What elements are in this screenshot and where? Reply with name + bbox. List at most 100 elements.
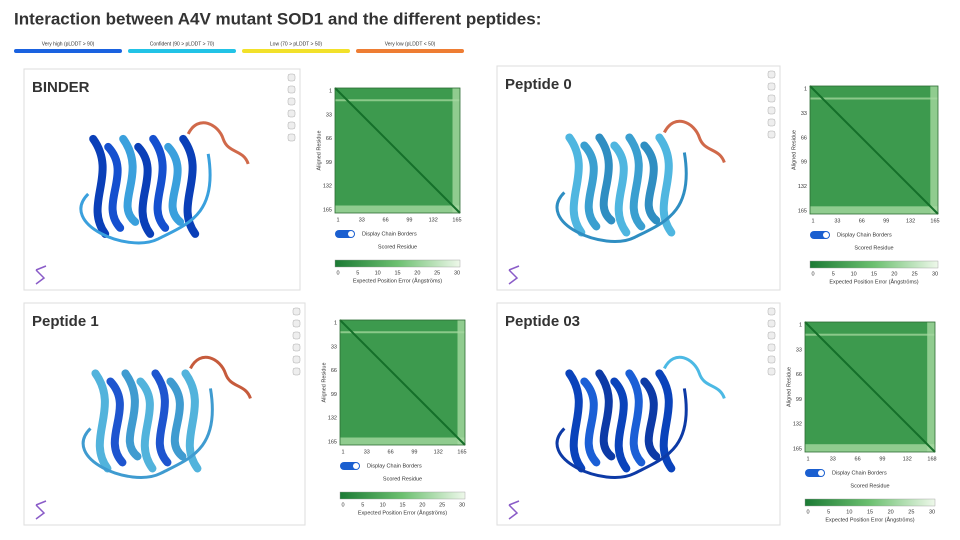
- axis-gizmo: [508, 500, 520, 520]
- ribbon-strand: [580, 141, 601, 231]
- y-tick-label: 99: [326, 160, 332, 166]
- colorbar-tick-label: 20: [888, 509, 894, 515]
- toggle-label: Display Chain Borders: [837, 232, 892, 238]
- y-tick-label: 132: [798, 184, 807, 190]
- colorbar-label: Expected Position Error (Ångströms): [358, 509, 447, 516]
- ribbon-strand: [625, 133, 646, 231]
- axis-gizmo: [508, 265, 520, 285]
- viewer-tool[interactable]: [767, 130, 776, 139]
- viewer-tool[interactable]: [767, 355, 776, 364]
- viewer-tool[interactable]: [292, 331, 301, 340]
- ribbon-strand: [149, 134, 170, 232]
- viewer-tool[interactable]: [767, 367, 776, 376]
- ribbon-strand: [106, 377, 127, 467]
- x-tick-label: 132: [434, 449, 443, 455]
- viewer-tool[interactable]: [287, 73, 296, 82]
- y-tick-label: 165: [328, 439, 337, 445]
- y-tick-label: 132: [323, 184, 332, 190]
- colorbar-tick-label: 5: [356, 270, 359, 276]
- ribbon-strand: [580, 377, 601, 467]
- y-tick-label: 99: [331, 392, 337, 398]
- colorbar-tick-label: 25: [908, 509, 914, 515]
- viewer-tool[interactable]: [292, 355, 301, 364]
- viewer-tool[interactable]: [292, 307, 301, 316]
- x-axis-label: Scored Residue: [850, 483, 889, 489]
- ribbon-strand: [164, 142, 185, 226]
- ribbon-strand: [595, 369, 616, 461]
- colorbar-tick-label: 10: [851, 271, 857, 277]
- viewer-tool[interactable]: [287, 97, 296, 106]
- axis-gizmo: [35, 500, 47, 520]
- ribbon-loop: [81, 388, 214, 479]
- x-tick-label: 165: [452, 217, 461, 223]
- viewer-tool[interactable]: [767, 319, 776, 328]
- legend-bar: [356, 49, 464, 53]
- x-tick-label: 99: [883, 218, 889, 224]
- y-tick-label: 132: [793, 422, 802, 428]
- slide-title: Interaction between A4V mutant SOD1 and …: [14, 9, 541, 28]
- viewer-tool[interactable]: [767, 307, 776, 316]
- x-tick-label: 165: [930, 218, 939, 224]
- colorbar-tick-label: 10: [375, 270, 381, 276]
- ribbon-strand: [119, 134, 140, 226]
- panel-name: BINDER: [32, 79, 90, 96]
- x-tick-label: 132: [429, 217, 438, 223]
- colorbar-tick-label: 10: [380, 502, 386, 508]
- x-tick-label: 99: [406, 217, 412, 223]
- ribbon-loop: [555, 388, 688, 479]
- pae-diagonal: [339, 319, 466, 446]
- legend-bar: [242, 49, 350, 53]
- ribbon-strand: [640, 377, 661, 461]
- colorbar-tick-label: 30: [454, 270, 460, 276]
- ribbon-strand: [640, 141, 661, 225]
- viewer-tool[interactable]: [767, 343, 776, 352]
- viewer-tool[interactable]: [767, 70, 776, 79]
- ribbon-tail: [189, 355, 252, 400]
- viewer-tool[interactable]: [292, 367, 301, 376]
- legend-bar: [14, 49, 122, 53]
- colorbar: [334, 259, 461, 268]
- pae-band: [810, 206, 938, 214]
- x-tick-label: 33: [830, 456, 836, 462]
- x-tick-label: 66: [859, 218, 865, 224]
- legend-label: Low (70 > pLDDT > 50): [270, 41, 322, 47]
- colorbar-tick-label: 25: [912, 271, 918, 277]
- viewer-tool[interactable]: [767, 331, 776, 340]
- ribbon-loop: [555, 152, 688, 243]
- y-axis-label: Aligned Residue: [786, 367, 792, 407]
- viewer-tool[interactable]: [767, 94, 776, 103]
- viewer-tool[interactable]: [287, 133, 296, 142]
- viewer-tool[interactable]: [292, 319, 301, 328]
- pae-frame: [804, 321, 936, 453]
- viewer-tool[interactable]: [767, 82, 776, 91]
- y-axis-label: Aligned Residue: [791, 130, 797, 170]
- y-tick-label: 165: [323, 207, 332, 213]
- y-tick-label: 66: [801, 135, 807, 141]
- viewer-tool[interactable]: [287, 109, 296, 118]
- x-tick-label: 1: [336, 217, 339, 223]
- ribbon-strand: [655, 133, 676, 237]
- pae-band: [335, 205, 460, 213]
- pae-frame: [334, 87, 461, 214]
- x-tick-label: 99: [411, 449, 417, 455]
- legend-label: Very high (pLDDT > 90): [42, 41, 95, 47]
- pae-band: [457, 320, 465, 445]
- viewer-tool[interactable]: [287, 121, 296, 130]
- y-axis-label: Aligned Residue: [316, 130, 322, 170]
- viewer-tool[interactable]: [767, 106, 776, 115]
- pae-diagonal: [334, 87, 461, 214]
- pae-band: [930, 86, 938, 214]
- colorbar: [804, 498, 936, 507]
- toggle-knob: [353, 463, 359, 469]
- y-axis-label: Aligned Residue: [321, 362, 327, 402]
- viewer-tool[interactable]: [767, 118, 776, 127]
- panel-name: Peptide 0: [505, 76, 572, 93]
- ribbon-strand: [151, 369, 172, 467]
- toggle-label: Display Chain Borders: [832, 470, 887, 476]
- y-tick-label: 66: [326, 136, 332, 142]
- x-tick-label: 132: [903, 456, 912, 462]
- ribbon-strand: [121, 369, 142, 461]
- y-tick-label: 33: [326, 112, 332, 118]
- viewer-tool[interactable]: [292, 343, 301, 352]
- viewer-tool[interactable]: [287, 85, 296, 94]
